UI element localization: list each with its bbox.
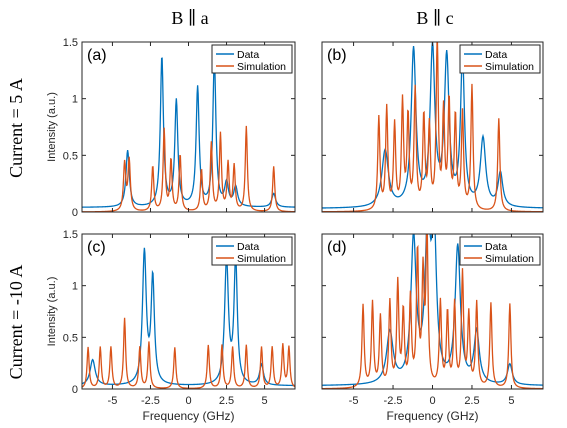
legend-entry: Data xyxy=(237,49,259,61)
legend-entry: Simulation xyxy=(237,61,286,73)
panel-label: (b) xyxy=(327,47,347,64)
y-tick-label: 0.5 xyxy=(63,150,78,162)
x-tick-label: -2.5 xyxy=(141,395,160,407)
panel-label: (a) xyxy=(87,47,107,64)
y-axis-label: Intensity (a.u.) xyxy=(46,92,58,162)
series-data-line xyxy=(322,234,543,386)
legend-entry: Data xyxy=(237,241,259,253)
series-data-line xyxy=(322,42,543,209)
series-simulation-line xyxy=(322,42,543,212)
x-axis-label: Frequency (GHz) xyxy=(142,409,234,423)
legend-entry: Data xyxy=(485,241,507,253)
row-title-current-5a: Current = 5 A xyxy=(6,78,26,178)
legend-entry: Simulation xyxy=(237,253,286,265)
y-tick-label: 0 xyxy=(72,207,78,219)
panel-3: (d) -5 -2.5 0 2.5 5 Frequency (GHz) DataSimulat… xyxy=(321,233,544,423)
column-title-b-parallel-a: B ∥ a xyxy=(171,8,208,28)
y-axis-label: Intensity (a.u.) xyxy=(46,277,58,347)
panel-label: (c) xyxy=(87,239,106,256)
panel-0: (a) 0 0.5 1 1.5 Intensity (a.u.) DataSimulatio… xyxy=(46,37,296,219)
x-tick-label: 0 xyxy=(429,395,435,407)
legend-entry: Data xyxy=(485,49,507,61)
legend-box xyxy=(459,236,541,266)
panel-label: (d) xyxy=(327,239,347,256)
x-tick-label: -5 xyxy=(108,395,118,407)
y-tick-label: 1 xyxy=(72,281,78,293)
x-tick-label: -5 xyxy=(349,395,359,407)
x-tick-label: -2.5 xyxy=(384,395,403,407)
x-tick-label: 2.5 xyxy=(219,395,234,407)
legend-box xyxy=(459,44,541,74)
y-tick-label: 1.5 xyxy=(63,37,78,49)
legend-box xyxy=(211,44,293,74)
y-tick-label: 1.5 xyxy=(63,229,78,241)
y-tick-label: 0.5 xyxy=(63,332,78,344)
y-tick-label: 0 xyxy=(72,384,78,396)
legend-entry: Simulation xyxy=(485,61,534,73)
series-data-line xyxy=(82,57,295,208)
y-tick-label: 1 xyxy=(72,94,78,106)
x-tick-label: 5 xyxy=(508,395,514,407)
legend-box xyxy=(211,236,293,266)
legend-entry: Simulation xyxy=(485,253,534,265)
series-simulation-line xyxy=(322,234,543,389)
x-axis-label: Frequency (GHz) xyxy=(386,409,478,423)
series-simulation-line xyxy=(82,317,295,389)
column-title-b-parallel-c: B ∥ c xyxy=(416,8,453,28)
row-title-current-minus-10a: Current = -10 A xyxy=(6,265,26,380)
panel-2: (c) 0 0.5 1 1.5 -5 -2.5 0 2.5 5 Intensity (a.u.) Fr… xyxy=(46,229,296,423)
x-tick-label: 2.5 xyxy=(464,395,479,407)
x-tick-label: 5 xyxy=(262,395,268,407)
x-tick-label: 0 xyxy=(185,395,191,407)
